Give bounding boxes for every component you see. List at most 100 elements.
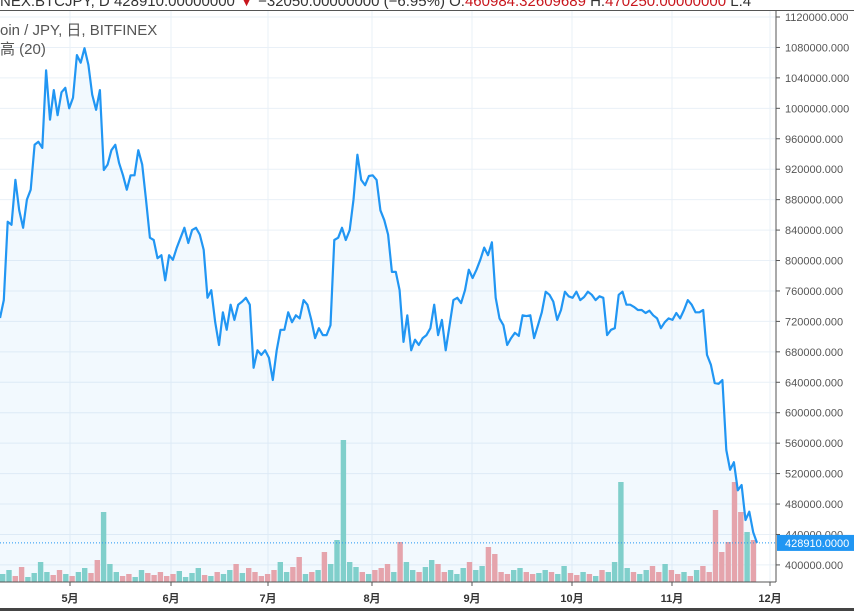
header-divider xyxy=(0,10,854,11)
volume-bar xyxy=(63,574,69,582)
volume-bar xyxy=(687,576,693,582)
volume-bar xyxy=(309,572,315,582)
volume-bar xyxy=(214,572,220,582)
y-tick-label: 880000.000 xyxy=(785,195,843,207)
last-value: 428910.00000000 xyxy=(113,0,235,10)
volume-legend[interactable]: 高 (20) xyxy=(0,41,46,58)
volume-bar xyxy=(246,568,252,582)
volume-bar xyxy=(296,557,302,582)
volume-bar xyxy=(220,574,227,582)
symbol-name: NEX:BTCJPY, D xyxy=(0,0,110,10)
volume-bar xyxy=(630,572,637,582)
volume-bar xyxy=(56,570,63,582)
volume-bar xyxy=(441,572,447,582)
time-axis: 5月 6月 7月 8月 9月 10月 11月 12月 xyxy=(0,581,782,605)
price-line xyxy=(0,47,759,544)
y-tick-label: 1000000.000 xyxy=(785,103,849,115)
volume-bar xyxy=(637,574,643,582)
volume-bar xyxy=(157,572,164,582)
volume-bar xyxy=(460,568,466,582)
y-tick-label: 480000.000 xyxy=(785,499,843,511)
volume-bar xyxy=(403,562,410,582)
volume-bar xyxy=(283,572,290,582)
volume-bar xyxy=(359,572,365,582)
volume-bar xyxy=(328,564,334,582)
volume-bar xyxy=(517,568,523,582)
volume-bar xyxy=(662,564,668,582)
volume-bar xyxy=(618,482,624,582)
volume-bar xyxy=(12,576,18,582)
volume-bar xyxy=(611,562,618,582)
volume-bar xyxy=(315,570,321,582)
volume-bar xyxy=(18,567,25,582)
volume-bar xyxy=(258,576,264,582)
volume-bar xyxy=(233,564,239,582)
volume-bar xyxy=(548,572,555,582)
volume-bar xyxy=(693,570,700,582)
volume-bar xyxy=(372,570,378,582)
volume-bar xyxy=(384,564,391,582)
volume-bar xyxy=(593,576,599,582)
volume-bar xyxy=(37,562,44,582)
volume-bar xyxy=(378,568,384,582)
volume-bar xyxy=(719,552,725,582)
volume-bar xyxy=(164,576,170,582)
volume-bar xyxy=(712,510,719,582)
volume-bar xyxy=(277,562,283,582)
volume-bar xyxy=(208,576,214,582)
low-label: L:4 xyxy=(730,0,752,10)
volume-bar xyxy=(302,574,309,582)
y-tick-label: 760000.000 xyxy=(785,286,843,298)
y-tick-label: 840000.000 xyxy=(785,225,843,237)
volume-bars xyxy=(0,440,757,582)
volume-bar xyxy=(75,572,82,582)
volume-bar xyxy=(397,542,403,582)
volume-bar xyxy=(529,574,536,582)
volume-bar xyxy=(542,570,548,582)
volume-bar xyxy=(479,566,485,582)
volume-bar xyxy=(182,577,189,582)
volume-bar xyxy=(195,568,201,582)
volume-bar xyxy=(321,552,328,582)
volume-bar xyxy=(504,574,511,582)
volume-bar xyxy=(25,577,31,582)
open-value: 460984.32609689 xyxy=(464,0,586,10)
y-tick-label: 640000.000 xyxy=(785,377,843,389)
volume-bar xyxy=(725,542,731,582)
last-price-badge xyxy=(777,534,854,551)
last-price-label: 428910.0000 xyxy=(785,538,849,550)
volume-bar xyxy=(252,572,258,582)
volume-bar xyxy=(750,540,757,582)
price-axis: 1120000.000 1080000.000 1040000.000 1000000… xyxy=(775,11,849,582)
volume-bar xyxy=(50,575,56,582)
volume-bar xyxy=(290,567,296,582)
volume-bar xyxy=(668,570,675,582)
volume-bar xyxy=(466,562,473,582)
volume-bar xyxy=(738,512,744,582)
volume-bar xyxy=(561,566,567,582)
volume-bar xyxy=(536,573,542,582)
volume-bar xyxy=(88,573,94,582)
volume-bar xyxy=(347,562,353,582)
volume-bar xyxy=(151,575,157,582)
volume-bar xyxy=(675,574,681,582)
x-tick-label: 7月 xyxy=(259,592,276,605)
volume-bar xyxy=(435,564,441,582)
y-tick-label: 960000.000 xyxy=(785,134,843,146)
x-tick-label: 9月 xyxy=(463,592,480,605)
x-tick-label: 5月 xyxy=(61,592,78,605)
volume-bar xyxy=(473,570,479,582)
x-tick-label: 8月 xyxy=(363,592,380,605)
volume-bar xyxy=(410,570,416,582)
volume-bar xyxy=(239,573,246,582)
volume-bar xyxy=(189,573,195,582)
volume-bar xyxy=(605,572,611,582)
y-tick-label: 400000.000 xyxy=(785,560,843,572)
volume-bar xyxy=(643,570,649,582)
volume-bar xyxy=(422,567,429,582)
volume-bar xyxy=(649,566,656,582)
volume-bar xyxy=(353,567,359,582)
volume-bar xyxy=(201,575,208,582)
series-legend[interactable]: oin / JPY, 日, BITFINEX xyxy=(0,22,158,39)
